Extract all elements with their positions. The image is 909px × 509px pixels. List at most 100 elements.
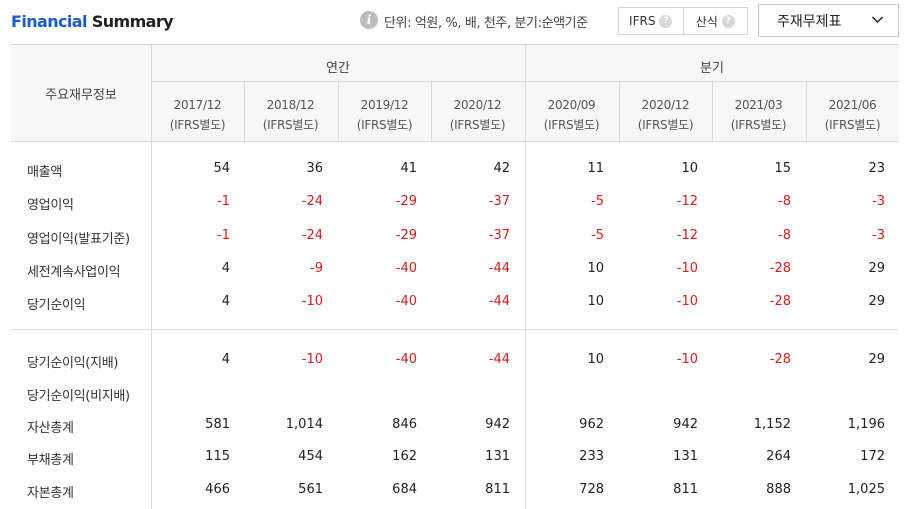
unit-description: 단위: 억원, %, 배, 천주, 분기:순액기준	[384, 16, 588, 31]
table-cell: 10	[587, 352, 604, 367]
period-header: 2017/12 (IFRS별도)	[151, 95, 244, 135]
table-cell: -1	[217, 194, 230, 209]
ifrs-button[interactable]: IFRS ?	[619, 8, 683, 34]
table-cell: 581	[205, 417, 230, 432]
table-cell: -3	[872, 194, 885, 209]
table-cell: -12	[676, 194, 698, 209]
table-header-background	[11, 45, 899, 141]
table-cell: 811	[673, 482, 698, 497]
table-cell: -12	[676, 228, 698, 243]
table-cell: -5	[591, 228, 604, 243]
header-bottom-border	[11, 141, 899, 142]
table-cell: 1,025	[847, 482, 885, 497]
table-cell: 962	[579, 417, 604, 432]
table-cell: 10	[587, 261, 604, 276]
table-cell: -10	[676, 352, 698, 367]
row-label: 영업이익	[27, 198, 74, 213]
period-date: 2021/06	[828, 98, 877, 112]
table-cell: -37	[488, 228, 510, 243]
statement-type-select[interactable]: 주재무제표	[758, 4, 899, 37]
page-title: Financial Summary	[11, 12, 174, 31]
table-cell: -28	[769, 294, 791, 309]
table-cell: 1,196	[847, 417, 885, 432]
table-cell: 162	[392, 449, 417, 464]
table-cell: 41	[400, 161, 417, 176]
table-cell: -29	[395, 194, 417, 209]
period-date: 2020/12	[641, 98, 690, 112]
table-cell: 10	[681, 161, 698, 176]
table-cell: 131	[673, 449, 698, 464]
table-cell: 846	[392, 417, 417, 432]
table-cell: 1,152	[753, 417, 791, 432]
period-date: 2019/12	[360, 98, 409, 112]
period-divider	[431, 81, 432, 141]
table-cell: 11	[587, 161, 604, 176]
table-cell: -37	[488, 194, 510, 209]
period-basis: (IFRS별도)	[730, 118, 787, 132]
table-cell: 942	[485, 417, 510, 432]
group-divider	[525, 45, 526, 509]
row-label: 당기순이익(지배)	[27, 356, 119, 371]
period-header: 2021/06 (IFRS별도)	[806, 95, 899, 135]
table-cell: -10	[676, 294, 698, 309]
table-cell: -10	[301, 294, 323, 309]
table-cell: 115	[205, 449, 230, 464]
period-basis: (IFRS별도)	[824, 118, 881, 132]
column-divider	[151, 45, 152, 509]
row-label: 자본총계	[27, 486, 74, 501]
standard-toggle: IFRS ? 산식 ?	[618, 7, 748, 35]
table-cell: 264	[766, 449, 791, 464]
table-cell: 454	[298, 449, 323, 464]
table-cell: -8	[778, 228, 791, 243]
table-cell: -1	[217, 228, 230, 243]
table-cell: -9	[310, 261, 323, 276]
table-cell: 684	[392, 482, 417, 497]
period-basis: (IFRS별도)	[262, 118, 319, 132]
table-cell: -44	[488, 261, 510, 276]
formula-button[interactable]: 산식 ?	[682, 8, 748, 34]
table-cell: 29	[868, 352, 885, 367]
period-date: 2018/12	[266, 98, 315, 112]
period-date: 2020/12	[453, 98, 502, 112]
info-icon[interactable]: i	[360, 11, 378, 29]
formula-label: 산식	[695, 14, 718, 29]
table-cell: 811	[485, 482, 510, 497]
period-basis: (IFRS별도)	[169, 118, 226, 132]
table-cell: 131	[485, 449, 510, 464]
corner-header: 주요재무정보	[45, 87, 117, 103]
table-cell: 23	[868, 161, 885, 176]
title-part-summary: Summary	[91, 12, 174, 31]
period-basis: (IFRS별도)	[356, 118, 413, 132]
table-cell: 36	[306, 161, 323, 176]
chevron-down-icon	[871, 16, 884, 24]
period-header: 2018/12 (IFRS별도)	[244, 95, 337, 135]
row-label: 매출액	[27, 165, 62, 180]
table-cell: 888	[766, 482, 791, 497]
period-date: 2020/09	[547, 98, 596, 112]
table-cell: 10	[587, 294, 604, 309]
period-basis: (IFRS별도)	[449, 118, 506, 132]
table-cell: 4	[221, 261, 230, 276]
question-icon[interactable]: ?	[659, 14, 673, 28]
table-cell: 561	[298, 482, 323, 497]
period-header: 2020/12 (IFRS별도)	[619, 95, 712, 135]
table-cell: -10	[301, 352, 323, 367]
period-header: 2019/12 (IFRS별도)	[338, 95, 431, 135]
table-cell: 172	[860, 449, 885, 464]
table-cell: 1,014	[285, 417, 323, 432]
group-annual: 연간	[326, 61, 350, 76]
table-cell: 233	[579, 449, 604, 464]
group-header-divider	[151, 81, 899, 82]
table-cell: -5	[591, 194, 604, 209]
row-label: 당기순이익(비지배)	[27, 389, 130, 404]
table-cell: 29	[868, 294, 885, 309]
row-label: 세전계속사업이익	[27, 265, 121, 280]
table-cell: 4	[221, 294, 230, 309]
question-icon[interactable]: ?	[721, 14, 735, 28]
table-cell: -29	[395, 228, 417, 243]
period-divider	[338, 81, 339, 141]
table-cell: -28	[769, 352, 791, 367]
financial-summary-table: 주요재무정보 연간 분기 2017/12 (IFRS별도) 2018/12 (IFRS…	[11, 44, 899, 509]
table-cell: 4	[221, 352, 230, 367]
table-cell: -24	[301, 228, 323, 243]
